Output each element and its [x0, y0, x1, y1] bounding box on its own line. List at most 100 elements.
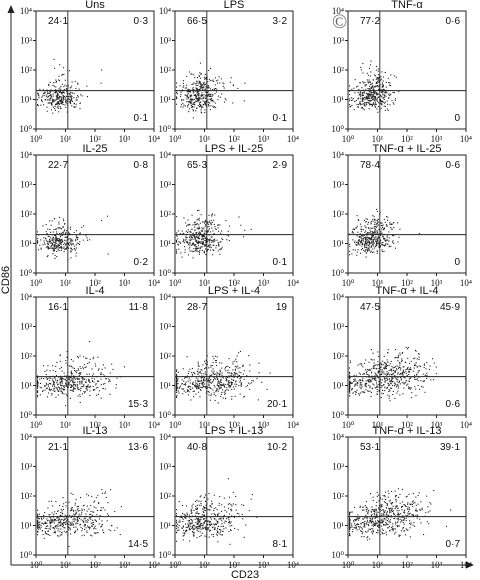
- event-dot: [187, 91, 189, 93]
- quadrant-upper-left-percent: 22·7: [48, 160, 68, 171]
- event-dot: [72, 385, 74, 387]
- event-dot: [84, 523, 86, 525]
- x-tick-label: 10³: [431, 134, 443, 144]
- y-tick-label: 10⁴: [332, 292, 344, 302]
- event-dot: [66, 103, 68, 105]
- event-dot: [53, 100, 55, 102]
- event-dot: [380, 245, 382, 247]
- event-dot: [368, 528, 370, 530]
- event-dot: [43, 523, 45, 525]
- event-dot: [399, 373, 401, 375]
- event-dot: [223, 528, 225, 530]
- event-dot: [62, 523, 64, 525]
- event-dot: [367, 232, 369, 234]
- event-dot: [361, 379, 363, 381]
- event-dot: [61, 377, 63, 379]
- event-dot: [213, 244, 215, 246]
- event-dot: [38, 513, 40, 515]
- event-dot: [397, 390, 399, 392]
- event-dot: [58, 518, 60, 520]
- event-dot: [209, 231, 211, 233]
- event-dot: [37, 375, 39, 377]
- event-dot: [381, 385, 383, 387]
- event-dots: [349, 60, 400, 113]
- event-dot: [82, 376, 84, 378]
- event-dot: [57, 520, 59, 522]
- event-dot: [238, 352, 240, 354]
- event-dot: [356, 254, 358, 256]
- event-dot: [97, 532, 99, 534]
- event-dot: [200, 95, 202, 97]
- event-dot: [50, 103, 52, 105]
- event-dot: [365, 218, 367, 220]
- y-tick-label: 10³: [20, 36, 32, 46]
- event-dot: [363, 362, 365, 364]
- panel-frame: [174, 296, 294, 416]
- event-dot: [86, 386, 88, 388]
- event-dot: [204, 527, 206, 529]
- event-dot: [68, 379, 70, 381]
- event-dot: [187, 525, 189, 527]
- event-dot: [185, 241, 187, 243]
- event-dot: [368, 237, 370, 239]
- event-dot: [210, 105, 212, 107]
- event-dot: [196, 499, 198, 501]
- event-dot: [406, 368, 408, 370]
- event-dot: [106, 520, 108, 522]
- event-dot: [369, 75, 371, 77]
- event-dot: [81, 509, 83, 511]
- event-dot: [212, 526, 214, 528]
- event-dot: [423, 380, 425, 382]
- event-dot: [208, 102, 210, 104]
- event-dot: [349, 528, 351, 530]
- event-dot: [178, 230, 180, 232]
- event-dot: [49, 220, 51, 222]
- event-dot: [210, 395, 212, 397]
- event-dot: [370, 103, 372, 105]
- panel-frame: [347, 154, 467, 274]
- event-dot: [72, 379, 74, 381]
- event-dot: [238, 216, 240, 218]
- event-dot: [68, 98, 70, 100]
- event-dot: [235, 504, 237, 506]
- event-dot: [199, 389, 201, 391]
- event-dot: [52, 246, 54, 248]
- event-dot: [215, 391, 217, 393]
- event-dot: [183, 242, 185, 244]
- event-dot: [68, 382, 70, 384]
- event-dot: [185, 531, 187, 533]
- event-dot: [407, 366, 409, 368]
- event-dot: [428, 523, 430, 525]
- event-dot: [202, 241, 204, 243]
- event-dot: [65, 100, 67, 102]
- event-dot: [377, 532, 379, 534]
- event-dot: [349, 243, 351, 245]
- event-dot: [381, 222, 383, 224]
- event-dot: [375, 236, 377, 238]
- event-dot: [385, 363, 387, 365]
- event-dot: [368, 241, 370, 243]
- event-dot: [47, 530, 49, 532]
- event-dot: [403, 382, 405, 384]
- event-dot: [208, 78, 210, 80]
- event-dot: [390, 383, 392, 385]
- event-dot: [213, 392, 215, 394]
- event-dot: [70, 386, 72, 388]
- event-dot: [371, 233, 373, 235]
- event-dot: [68, 382, 70, 384]
- event-dot: [406, 375, 408, 377]
- event-dot: [92, 515, 94, 517]
- event-dot: [56, 233, 58, 235]
- event-dot: [357, 92, 359, 94]
- event-dot: [87, 526, 89, 528]
- event-dot: [39, 244, 41, 246]
- event-dot: [195, 240, 197, 242]
- event-dot: [355, 227, 357, 229]
- event-dot: [204, 102, 206, 104]
- event-dot: [400, 373, 402, 375]
- event-dot: [64, 84, 66, 86]
- y-tick-label: 10⁴: [20, 432, 32, 442]
- event-dot: [45, 377, 47, 379]
- event-dot: [372, 95, 374, 97]
- event-dot: [378, 96, 380, 98]
